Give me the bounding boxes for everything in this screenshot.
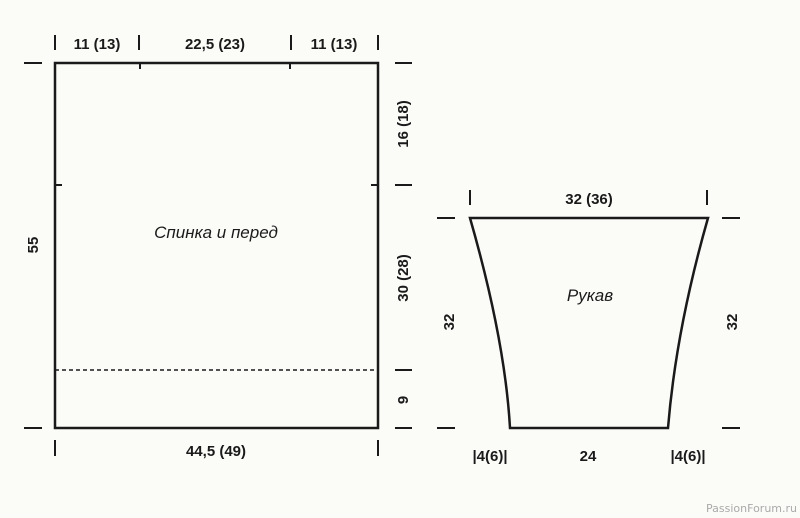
dim-sleeve-bottom-right: |4(6)| xyxy=(670,448,705,465)
body-piece-label: Спинка и перед xyxy=(154,223,278,242)
body-piece: 11 (13) 22,5 (23) 11 (13) 55 16 (18) 30 … xyxy=(24,35,412,460)
dim-sleeve-bottom-left: |4(6)| xyxy=(472,448,507,465)
body-outline xyxy=(53,61,380,430)
dim-shoulder-left: 11 (13) xyxy=(74,36,121,53)
dim-sleeve-left-height: 32 xyxy=(441,314,458,331)
sleeve-piece: 32 (36) 32 32 |4(6)| 24 |4(6)| Рукав xyxy=(437,190,741,465)
dim-sleeve-cuff: 24 xyxy=(580,448,597,465)
dim-sleeve-right-height: 32 xyxy=(724,314,741,331)
sleeve-outline xyxy=(468,216,710,430)
dim-body-height: 55 xyxy=(25,237,42,254)
sleeve-label: Рукав xyxy=(567,286,613,305)
dim-side: 30 (28) xyxy=(395,254,412,302)
dim-shoulder-right: 11 (13) xyxy=(311,36,358,53)
dim-sleeve-top: 32 (36) xyxy=(565,191,613,208)
dim-body-width: 44,5 (49) xyxy=(186,443,246,460)
watermark: PassionForum.ru xyxy=(706,502,797,515)
dim-armhole: 16 (18) xyxy=(395,100,412,148)
dim-rib: 9 xyxy=(395,396,412,404)
dim-neck: 22,5 (23) xyxy=(185,36,245,53)
